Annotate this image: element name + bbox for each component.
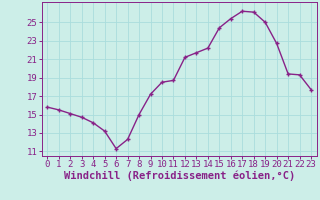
X-axis label: Windchill (Refroidissement éolien,°C): Windchill (Refroidissement éolien,°C): [64, 171, 295, 181]
